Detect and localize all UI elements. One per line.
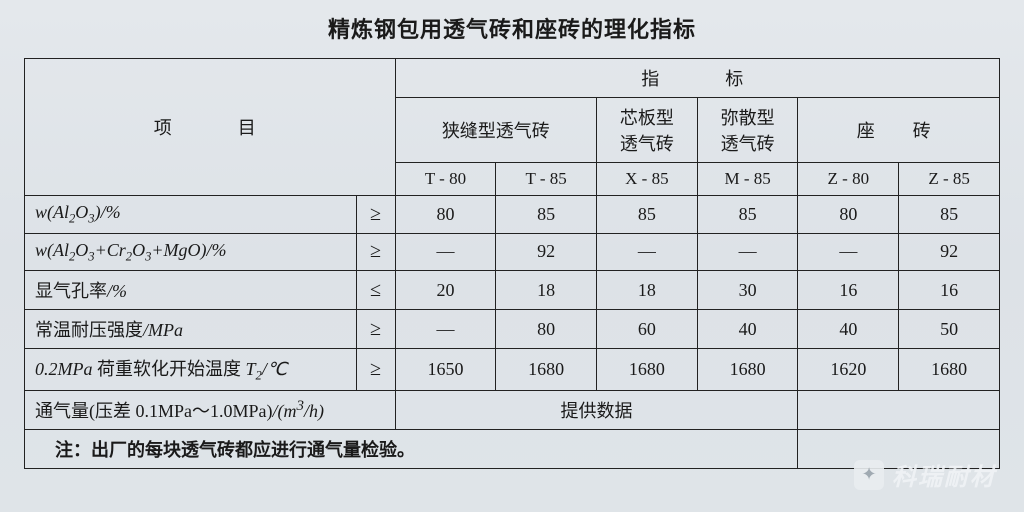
header-indicator: 指 标 [395, 59, 999, 98]
watermark: ✦ 科瑞耐材 [854, 457, 996, 492]
table-row: 显气孔率/%≤201818301616 [25, 271, 1000, 310]
value-cell: 18 [496, 271, 597, 310]
operator-cell: ≥ [356, 310, 395, 349]
value-cell: — [697, 233, 798, 271]
header-code-5: Z - 85 [899, 163, 1000, 196]
table-row: w(Al2O3+Cr2O3+MgO)/%≥—92———92 [25, 233, 1000, 271]
param-name: 显气孔率/% [25, 271, 357, 310]
header-code-1: T - 85 [496, 163, 597, 196]
table-row: w(Al2O3)/%≥808585858085 [25, 196, 1000, 234]
value-cell: 85 [899, 196, 1000, 234]
value-cell: — [597, 233, 698, 271]
param-name: w(Al2O3)/% [25, 196, 357, 234]
header-code-4: Z - 80 [798, 163, 899, 196]
table-row: 0.2MPa 荷重软化开始温度 T2/℃≥1650168016801680162… [25, 349, 1000, 391]
value-cell: 40 [697, 310, 798, 349]
page-title: 精炼钢包用透气砖和座砖的理化指标 [24, 12, 1000, 44]
table-body: w(Al2O3)/%≥808585858085w(Al2O3+Cr2O3+MgO… [25, 196, 1000, 469]
value-cell: 85 [597, 196, 698, 234]
param-name: 通气量(压差 0.1MPa～1.0MPa)/(m3/h) [25, 390, 396, 429]
watermark-text: 科瑞耐材 [892, 457, 996, 492]
value-cell: 80 [496, 310, 597, 349]
value-cell: — [395, 310, 496, 349]
table-row: 常温耐压强度/MPa≥—8060404050 [25, 310, 1000, 349]
blank-cell [798, 390, 1000, 429]
value-cell: 30 [697, 271, 798, 310]
value-cell: 1680 [899, 349, 1000, 391]
value-cell: 85 [496, 196, 597, 234]
value-cell: 80 [798, 196, 899, 234]
value-cell: 85 [697, 196, 798, 234]
param-name: 常温耐压强度/MPa [25, 310, 357, 349]
param-name: 0.2MPa 荷重软化开始温度 T2/℃ [25, 349, 357, 391]
header-row-1: 项 目 指 标 [25, 59, 1000, 98]
header-group-ms: 弥散型 透气砖 [697, 98, 798, 163]
value-cell: — [798, 233, 899, 271]
header-code-0: T - 80 [395, 163, 496, 196]
operator-cell: ≤ [356, 271, 395, 310]
span-value: 提供数据 [395, 390, 798, 429]
operator-cell: ≥ [356, 196, 395, 234]
header-group-xb: 芯板型 透气砖 [597, 98, 698, 163]
value-cell: 92 [496, 233, 597, 271]
operator-cell: ≥ [356, 233, 395, 271]
table-row: 通气量(压差 0.1MPa～1.0MPa)/(m3/h)提供数据 [25, 390, 1000, 429]
value-cell: 18 [597, 271, 698, 310]
value-cell: 16 [899, 271, 1000, 310]
note-text: 注：出厂的每块透气砖都应进行通气量检验。 [25, 429, 798, 468]
value-cell: 1620 [798, 349, 899, 391]
wechat-icon: ✦ [854, 460, 884, 490]
header-group-zz: 座 砖 [798, 98, 1000, 163]
value-cell: 1680 [496, 349, 597, 391]
header-code-2: X - 85 [597, 163, 698, 196]
value-cell: 92 [899, 233, 1000, 271]
value-cell: 20 [395, 271, 496, 310]
value-cell: 40 [798, 310, 899, 349]
value-cell: 1680 [597, 349, 698, 391]
header-param: 项 目 [25, 59, 396, 196]
value-cell: 16 [798, 271, 899, 310]
header-code-3: M - 85 [697, 163, 798, 196]
value-cell: — [395, 233, 496, 271]
param-name: w(Al2O3+Cr2O3+MgO)/% [25, 233, 357, 271]
spec-table: 项 目 指 标 狭缝型透气砖 芯板型 透气砖 弥散型 透气砖 座 砖 T - 8… [24, 58, 1000, 469]
value-cell: 1650 [395, 349, 496, 391]
value-cell: 80 [395, 196, 496, 234]
header-group-xf: 狭缝型透气砖 [395, 98, 596, 163]
operator-cell: ≥ [356, 349, 395, 391]
value-cell: 50 [899, 310, 1000, 349]
value-cell: 1680 [697, 349, 798, 391]
value-cell: 60 [597, 310, 698, 349]
